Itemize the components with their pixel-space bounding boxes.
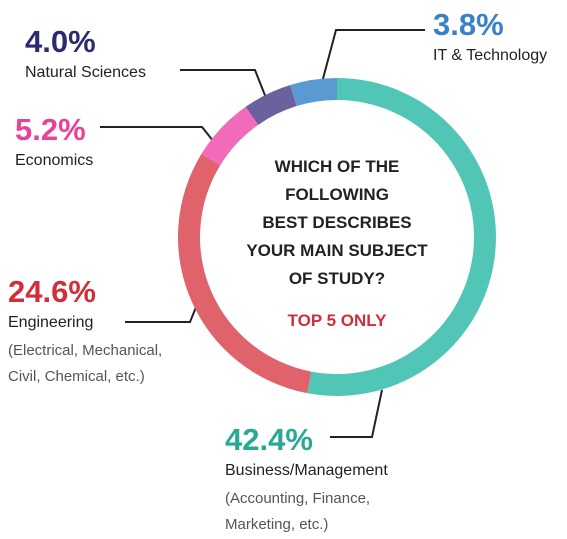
donut-segment — [307, 78, 497, 397]
donut-segment — [245, 85, 297, 125]
value-label: 5.2% — [15, 112, 86, 147]
value-label: 4.0% — [25, 24, 96, 59]
leader-line — [100, 126, 223, 153]
category-note: Marketing, etc.) — [225, 516, 328, 533]
center-subtitle: TOP 5 ONLY — [288, 311, 388, 330]
leader-line — [180, 69, 269, 104]
donut-segment — [178, 153, 312, 394]
category-note: (Accounting, Finance, — [225, 490, 370, 507]
donut-segment — [290, 78, 337, 107]
center-title: OF STUDY? — [289, 269, 385, 288]
category-label: Natural Sciences — [25, 64, 146, 81]
center-title: WHICH OF THE — [275, 157, 400, 176]
value-label: 42.4% — [225, 422, 313, 457]
center-title: BEST DESCRIBES — [262, 213, 411, 232]
center-title: YOUR MAIN SUBJECT — [246, 241, 428, 260]
value-label: 3.8% — [433, 7, 504, 42]
category-label: Engineering — [8, 314, 93, 331]
leader-line — [319, 29, 425, 91]
value-label: 24.6% — [8, 274, 96, 309]
category-note: Civil, Chemical, etc.) — [8, 368, 145, 385]
donut-segment — [201, 106, 259, 166]
center-title: FOLLOWING — [285, 185, 389, 204]
category-label: Economics — [15, 152, 93, 169]
category-label: IT & Technology — [433, 47, 547, 64]
leader-line — [330, 389, 383, 438]
category-label: Business/Management — [225, 462, 388, 479]
category-note: (Electrical, Mechanical, — [8, 342, 162, 359]
